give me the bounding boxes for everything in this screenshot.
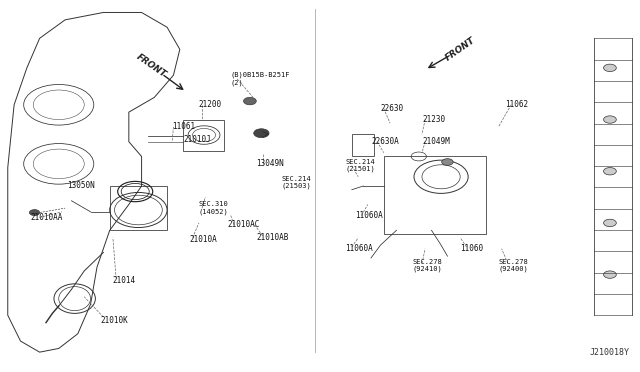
Text: 21230: 21230	[422, 115, 445, 124]
Circle shape	[253, 129, 269, 138]
Bar	[183, 119, 225, 151]
Text: 21049M: 21049M	[422, 137, 450, 146]
Circle shape	[604, 271, 616, 278]
Text: 11062: 11062	[505, 100, 528, 109]
Text: 21014: 21014	[113, 276, 136, 285]
Text: 13049N: 13049N	[256, 159, 284, 169]
Text: 21010A: 21010A	[189, 235, 217, 244]
Text: 21010J: 21010J	[183, 135, 211, 144]
Circle shape	[29, 210, 40, 215]
Bar	[109, 186, 167, 230]
Text: 21010AC: 21010AC	[228, 220, 260, 229]
Circle shape	[604, 116, 616, 123]
Text: 11061: 11061	[172, 122, 195, 131]
Circle shape	[442, 159, 453, 165]
Circle shape	[244, 97, 256, 105]
Text: 11060: 11060	[460, 244, 483, 253]
Circle shape	[604, 167, 616, 175]
Text: J210018Y: J210018Y	[589, 347, 629, 357]
Text: FRONT: FRONT	[444, 36, 477, 63]
Text: 22630: 22630	[381, 104, 404, 113]
Circle shape	[604, 219, 616, 227]
Text: 21010AB: 21010AB	[256, 233, 289, 242]
Circle shape	[604, 64, 616, 71]
Text: SEC.214
(21503): SEC.214 (21503)	[282, 176, 312, 189]
Bar	[384, 157, 486, 234]
Text: 11060A: 11060A	[355, 211, 383, 220]
Text: FRONT: FRONT	[134, 52, 168, 80]
Text: SEC.278
(92410): SEC.278 (92410)	[412, 259, 442, 272]
Text: SEC.310
(14052): SEC.310 (14052)	[199, 201, 228, 215]
Text: (B)0B15B-B251F
(2): (B)0B15B-B251F (2)	[231, 72, 291, 86]
Text: 21010AA: 21010AA	[30, 213, 63, 222]
Text: 11060A: 11060A	[346, 244, 373, 253]
Bar	[352, 134, 374, 157]
Text: 13050N: 13050N	[67, 182, 95, 190]
Text: 21200: 21200	[199, 100, 222, 109]
Text: SEC.214
(21501): SEC.214 (21501)	[346, 159, 375, 173]
Text: 22630A: 22630A	[371, 137, 399, 146]
Text: 21010K: 21010K	[100, 316, 128, 325]
Text: SEC.278
(92400): SEC.278 (92400)	[499, 259, 528, 272]
